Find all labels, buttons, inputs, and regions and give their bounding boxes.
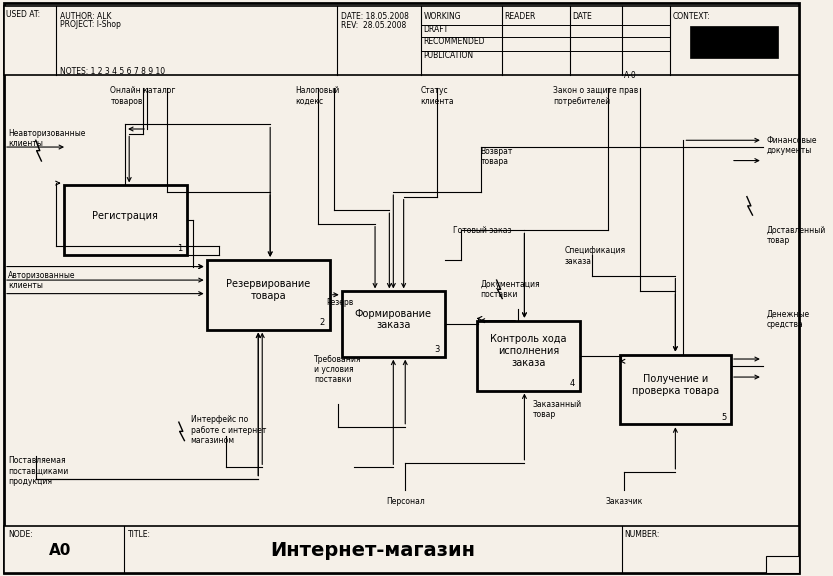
Bar [212,263,335,333]
Text: AUTHOR: ALK: AUTHOR: ALK [60,12,112,21]
Text: Налоговый
кодекс: Налоговый кодекс [296,86,340,105]
Text: Требования
и условия
поставки: Требования и условия поставки [314,354,362,384]
Text: Поставляемая
поставщиками
продукция: Поставляемая поставщиками продукция [8,456,68,486]
Bar [4,6,799,75]
Text: USED AT:: USED AT: [7,10,41,20]
Text: A0: A0 [49,543,72,558]
Text: Спецификация
заказа: Спецификация заказа [564,247,626,266]
Text: Документация
поставки: Документация поставки [481,280,541,300]
Text: Доставленный
товар: Доставленный товар [766,226,826,245]
Bar [620,354,731,425]
Text: Неавторизованные
клиенты: Неавторизованные клиенты [8,129,85,149]
Bar [481,324,585,394]
Text: WORKING: WORKING [424,12,461,21]
Text: DRAFT: DRAFT [424,25,449,34]
Text: NUMBER:: NUMBER: [625,530,660,539]
Text: 2: 2 [320,319,325,327]
Text: Онлайн каталог
товаров: Онлайн каталог товаров [110,86,176,105]
Text: DATE: DATE [572,12,592,21]
Text: Финансовые
документы: Финансовые документы [766,136,817,155]
Text: Заказанный
товар: Заказанный товар [532,400,581,419]
Text: Возврат
товара: Возврат товара [481,147,513,166]
Text: REV:  28.05.2008: REV: 28.05.2008 [341,21,407,31]
Text: Денежные
средства: Денежные средства [766,309,810,329]
Text: 3: 3 [435,346,440,354]
Text: Персонал: Персонал [386,497,425,506]
Text: DATE: 18.05.2008: DATE: 18.05.2008 [341,12,409,21]
Bar [63,185,187,255]
Text: 5: 5 [721,413,726,422]
Text: Готовый заказ: Готовый заказ [453,226,511,235]
Text: 1: 1 [177,244,182,253]
Text: Интерфейс по
работе с интернет
магазином: Интерфейс по работе с интернет магазином [191,415,266,445]
Text: NODE:: NODE: [8,530,32,539]
Bar [347,295,450,360]
Text: Статус
клиента: Статус клиента [420,86,454,105]
Text: Резервирование
товара: Резервирование товара [226,279,311,301]
Bar [476,321,580,391]
Text: TITLE:: TITLE: [128,530,152,539]
Bar [625,358,736,428]
Text: Получение и
проверка товара: Получение и проверка товара [631,374,719,396]
Text: 4: 4 [570,379,576,388]
Bar [207,260,330,329]
Bar [342,291,445,357]
Text: RECOMMENDED: RECOMMENDED [424,37,486,47]
Text: NOTES: 1 2 3 4 5 6 7 8 9 10: NOTES: 1 2 3 4 5 6 7 8 9 10 [60,67,165,77]
Text: Авторизованные
клиенты: Авторизованные клиенты [8,271,76,290]
Text: PUBLICATION: PUBLICATION [424,51,474,60]
Text: Интернет-магазин: Интернет-магазин [271,541,476,559]
Text: Резерв: Резерв [326,298,353,307]
Text: READER: READER [504,12,536,21]
Bar [4,526,799,573]
Text: A-0: A-0 [625,71,637,81]
Bar [68,189,192,259]
Text: Регистрация: Регистрация [92,211,158,221]
Text: Заказчик: Заказчик [605,497,642,506]
Text: Контроль хода
исполнения
заказа: Контроль хода исполнения заказа [490,335,566,367]
Text: Закон о защите прав
потребителей: Закон о защите прав потребителей [553,86,639,105]
Text: Формирование
заказа: Формирование заказа [355,309,431,330]
Bar [691,26,779,58]
Text: PROJECT: I-Shop: PROJECT: I-Shop [60,20,121,29]
Bar [766,556,799,573]
Text: CONTEXT:: CONTEXT: [672,12,711,21]
